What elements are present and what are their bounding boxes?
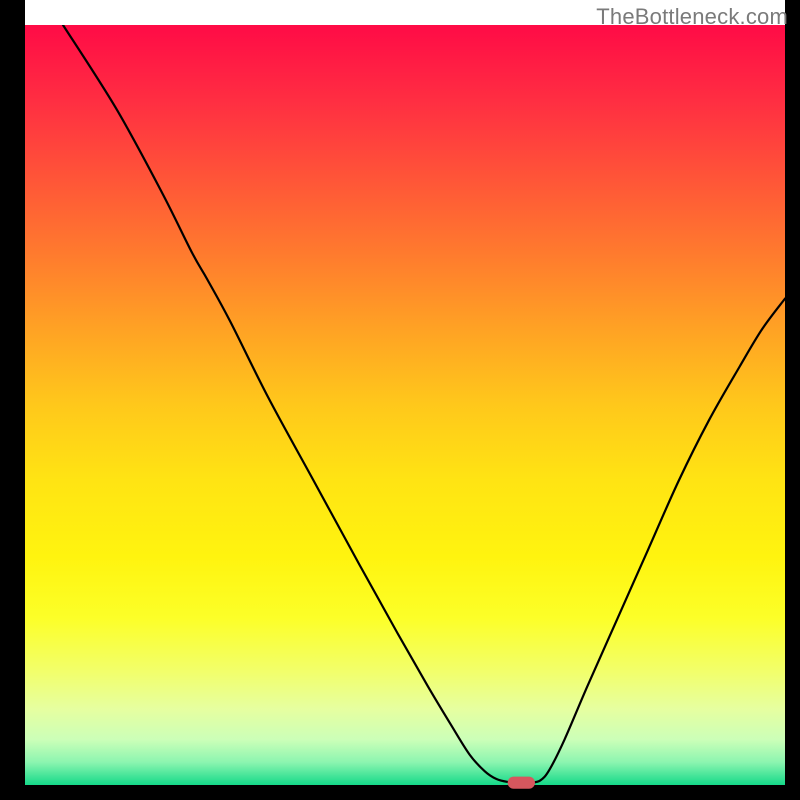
frame-left [0, 0, 25, 800]
optimal-point-marker [508, 777, 535, 789]
gradient-background [25, 25, 785, 785]
chart-container: TheBottleneck.com [0, 0, 800, 800]
frame-bottom [0, 785, 800, 800]
frame-right [785, 0, 800, 800]
bottleneck-chart [0, 0, 800, 800]
watermark-text: TheBottleneck.com [596, 4, 788, 30]
